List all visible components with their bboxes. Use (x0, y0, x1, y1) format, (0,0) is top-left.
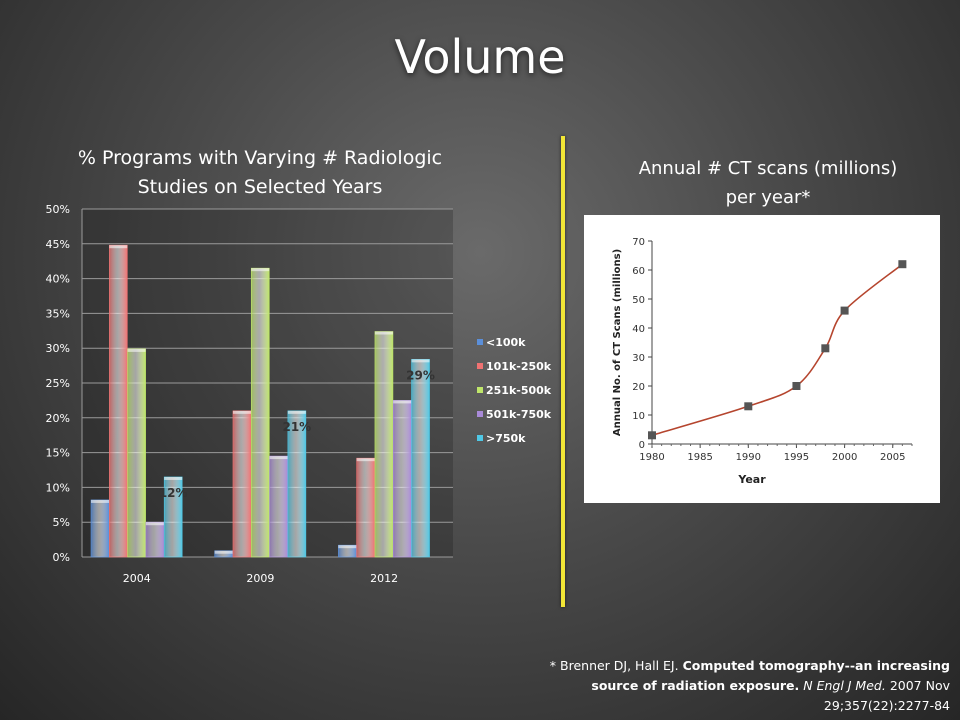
legend-entry: 501k-750k (486, 408, 552, 421)
bar-251k-500k (250, 267, 270, 558)
y-tick-label: 25% (46, 377, 70, 390)
bar-top-highlight (232, 410, 251, 414)
bar-chart-title-line2: Studies on Selected Years (137, 176, 383, 198)
bar-top-highlight (269, 456, 288, 460)
bar->750k (411, 359, 430, 558)
y-tick-label: 10% (46, 481, 70, 494)
bar-251k-500k (127, 348, 146, 558)
bar-101k-250k (232, 410, 252, 558)
y-tick-label: 30% (46, 342, 70, 355)
bar-251k-500k (374, 331, 394, 558)
data-point (648, 431, 656, 440)
bar-top-highlight (356, 458, 375, 462)
legend-swatch (477, 339, 483, 345)
data-label: 12% (159, 486, 188, 500)
vertical-divider (561, 136, 565, 607)
y-tick-label: 60 (632, 266, 645, 277)
data-point (744, 402, 753, 411)
y-tick-label: 50% (46, 203, 70, 216)
x-tick-label: 2004 (123, 572, 151, 585)
slide-title: Volume (394, 30, 566, 84)
y-tick-label: 40% (46, 273, 70, 286)
footnote-citation: 2007 Nov 29;357(22):2277-84 (823, 678, 950, 713)
data-label: 29% (406, 368, 435, 382)
y-tick-label: 70 (632, 237, 645, 248)
bar-top-highlight (164, 476, 183, 480)
bar-501k-750k (392, 400, 412, 558)
legend-swatch (477, 387, 483, 393)
bar-<100k (90, 499, 110, 558)
ct-scans-line (651, 263, 903, 437)
footnote-journal: N Engl J Med. (803, 678, 886, 693)
footnote-article-title: Computed tomography--an increasing sourc… (591, 658, 950, 693)
data-point (792, 382, 801, 390)
legend-swatch (477, 435, 483, 441)
legend-entry: <100k (486, 336, 526, 349)
legend-entry: 251k-500k (486, 384, 552, 397)
bar-top-highlight (393, 400, 412, 404)
bar-501k-750k (145, 521, 165, 558)
y-tick-label: 10 (632, 411, 645, 422)
legend-entry: >750k (486, 432, 526, 445)
y-tick-label: 20% (46, 412, 70, 425)
x-tick-label: 2000 (832, 452, 857, 463)
bar-top-highlight (109, 245, 128, 249)
y-tick-label: 20 (632, 382, 645, 393)
legend-swatch (477, 411, 483, 417)
x-tick-label: 2005 (880, 452, 905, 463)
y-tick-label: 30 (632, 353, 645, 364)
legend-swatch (477, 363, 483, 369)
x-tick-label: 1985 (687, 452, 712, 463)
line-chart-title: Annual # CT scans (millions) per year* (590, 154, 946, 212)
line-chart: 0 10 20 30 40 50 60 70 1980 1985 1990 1995 2000 2005 Y… (612, 237, 913, 486)
y-tick-label: 40 (632, 324, 645, 335)
bar-top-highlight (251, 268, 270, 272)
bar-101k-250k (356, 457, 375, 558)
y-tick-label: 0 (639, 440, 645, 451)
bar-top-highlight (127, 348, 146, 352)
y-tick-label: 35% (46, 307, 70, 320)
bar-top-highlight (411, 359, 430, 363)
line-chart-title-line1: Annual # CT scans (millions) (638, 158, 898, 179)
line-chart-panel: 0 10 20 30 40 50 60 70 1980 1985 1990 1995 2000 2005 Y… (584, 215, 940, 503)
x-axis-label: Year (737, 473, 766, 486)
bar-top-highlight (374, 331, 393, 335)
footnote-authors: * Brenner DJ, Hall EJ. (549, 658, 679, 673)
bar-chart: 0% 5% 10% 15% 20% 25% 30% 35% 40% 45% 50% 2004 2009 2… (46, 203, 552, 585)
data-label: 21% (282, 420, 311, 434)
x-tick-label: 1990 (736, 452, 761, 463)
legend-entry: 101k-250k (486, 360, 552, 373)
y-tick-label: 0% (53, 551, 70, 564)
y-tick-label: 50 (632, 295, 645, 306)
line-chart-title-line2: per year* (725, 187, 811, 208)
bar-101k-250k (109, 244, 128, 558)
y-axis-label: Annual No. of CT Scans (millions) (612, 249, 623, 436)
bar-top-highlight (91, 499, 109, 503)
data-point (840, 306, 849, 315)
x-tick-label: 1995 (784, 452, 809, 463)
bar-top-highlight (338, 545, 357, 549)
y-tick-label: 5% (53, 516, 70, 529)
data-point (898, 260, 907, 269)
bar-top-highlight (145, 522, 164, 526)
bar-top-highlight (287, 410, 306, 414)
data-point (821, 344, 830, 353)
bar-top-highlight (214, 550, 233, 554)
bar-chart-title-line1: % Programs with Varying # Radiologic (77, 147, 443, 169)
y-tick-label: 15% (46, 447, 70, 460)
x-tick-label: 1980 (639, 452, 664, 463)
footnote: * Brenner DJ, Hall EJ. Computed tomograp… (530, 656, 950, 716)
y-tick-label: 45% (46, 238, 70, 251)
x-tick-label: 2012 (370, 572, 398, 585)
bar-chart-title: % Programs with Varying # Radiologic Stu… (40, 144, 480, 202)
bar-501k-750k (269, 455, 288, 558)
x-tick-label: 2009 (246, 572, 274, 585)
